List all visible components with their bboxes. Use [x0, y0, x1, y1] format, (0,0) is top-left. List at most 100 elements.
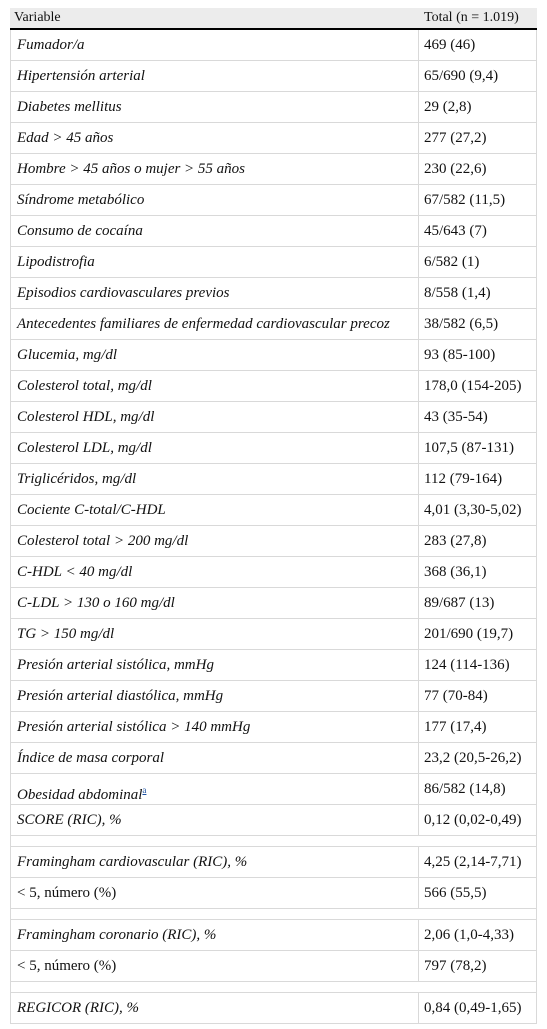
row-label-text: Cociente C-total/C-HDL: [17, 502, 166, 518]
row-value: 4,25 (2,14-7,71): [419, 847, 537, 877]
table-row: Hombre > 45 años o mujer > 55 años 230 (2…: [10, 154, 537, 185]
row-label: Obesidad abdominala: [10, 774, 419, 804]
row-label: Presión arterial diastólica, mmHg: [10, 681, 419, 711]
table-header: Variable Total (n = 1.019): [10, 8, 537, 30]
row-label: Presión arterial sistólica > 140 mmHg: [10, 712, 419, 742]
row-value: 0,84 (0,49-1,65): [419, 993, 537, 1023]
row-label: Framingham cardiovascular (RIC), %: [10, 847, 419, 877]
row-label: Consumo de cocaína: [10, 216, 419, 246]
row-label: Lipodistrofia: [10, 247, 419, 277]
table-row: < 5, número (%) 566 (55,5): [10, 878, 537, 909]
row-label-text: Framingham cardiovascular (RIC), %: [17, 854, 248, 870]
footnote-link[interactable]: a: [142, 785, 147, 795]
row-value: 2,06 (1,0-4,33): [419, 920, 537, 950]
row-label: Colesterol total, mg/dl: [10, 371, 419, 401]
row-value: 469 (46): [419, 30, 537, 60]
row-label-text: Triglicéridos, mg/dl: [17, 471, 137, 487]
row-label-text: Antecedentes familiares de enfermedad ca…: [17, 316, 390, 332]
row-label-text: Colesterol LDL, mg/dl: [17, 440, 152, 456]
row-value: 178,0 (154-205): [419, 371, 537, 401]
table-row: Presión arterial diastólica, mmHg 77 (70-…: [10, 681, 537, 712]
data-table: Variable Total (n = 1.019) Fumador/a 469 …: [10, 8, 537, 1024]
row-label: Colesterol total > 200 mg/dl: [10, 526, 419, 556]
row-value: 283 (27,8): [419, 526, 537, 556]
row-label-text: REGICOR (RIC), %: [17, 1000, 140, 1016]
table-row: Episodios cardiovasculares previos 8/558 …: [10, 278, 537, 309]
row-value: 230 (22,6): [419, 154, 537, 184]
row-label-text: < 5, número (%): [17, 958, 117, 974]
row-value: 566 (55,5): [419, 878, 537, 908]
row-label: Colesterol HDL, mg/dl: [10, 402, 419, 432]
table-row: Síndrome metabólico 67/582 (11,5): [10, 185, 537, 216]
table-row: REGICOR (RIC), % 0,84 (0,49-1,65): [10, 993, 537, 1024]
row-value: 6/582 (1): [419, 247, 537, 277]
row-value: 177 (17,4): [419, 712, 537, 742]
row-value: 89/687 (13): [419, 588, 537, 618]
row-label-text: C-HDL < 40 mg/dl: [17, 564, 133, 580]
table-row: Edad > 45 años 277 (27,2): [10, 123, 537, 154]
row-label: Diabetes mellitus: [10, 92, 419, 122]
row-value: 8/558 (1,4): [419, 278, 537, 308]
table-row: C-LDL > 130 o 160 mg/dl 89/687 (13): [10, 588, 537, 619]
row-value: 0,12 (0,02-0,49): [419, 805, 537, 835]
row-value: 368 (36,1): [419, 557, 537, 587]
table-row: Consumo de cocaína 45/643 (7): [10, 216, 537, 247]
header-variable: Variable: [14, 10, 61, 25]
header-total: Total (n = 1.019): [424, 10, 519, 25]
row-label-text: C-LDL > 130 o 160 mg/dl: [17, 595, 175, 611]
row-label: SCORE (RIC), %: [10, 805, 419, 835]
row-label-text: Obesidad abdominal: [17, 787, 143, 803]
table-body: Fumador/a 469 (46) Hipertensión arterial 65…: [10, 30, 537, 1024]
table-row: Colesterol HDL, mg/dl 43 (35-54): [10, 402, 537, 433]
row-spacer: [10, 909, 537, 920]
table-row: Cociente C-total/C-HDL 4,01 (3,30-5,02): [10, 495, 537, 526]
row-label-text: < 5, número (%): [17, 885, 117, 901]
row-label-text: Presión arterial sistólica, mmHg: [17, 657, 214, 673]
table-row: Presión arterial sistólica, mmHg 124 (114…: [10, 650, 537, 681]
row-label: Glucemia, mg/dl: [10, 340, 419, 370]
row-label: REGICOR (RIC), %: [10, 993, 419, 1023]
table-row: Glucemia, mg/dl 93 (85-100): [10, 340, 537, 371]
row-label-text: Consumo de cocaína: [17, 223, 143, 239]
row-label: Triglicéridos, mg/dl: [10, 464, 419, 494]
table-row: SCORE (RIC), % 0,12 (0,02-0,49): [10, 805, 537, 836]
row-label: C-LDL > 130 o 160 mg/dl: [10, 588, 419, 618]
row-value: 23,2 (20,5-26,2): [419, 743, 537, 773]
row-label: < 5, número (%): [10, 878, 419, 908]
row-label-text: Colesterol HDL, mg/dl: [17, 409, 155, 425]
row-label-text: SCORE (RIC), %: [17, 812, 122, 828]
row-spacer: [10, 836, 537, 847]
row-value: 107,5 (87-131): [419, 433, 537, 463]
row-label: Hipertensión arterial: [10, 61, 419, 91]
row-value: 201/690 (19,7): [419, 619, 537, 649]
row-spacer: [10, 982, 537, 993]
table-row: Fumador/a 469 (46): [10, 30, 537, 61]
row-label-text: Episodios cardiovasculares previos: [17, 285, 230, 301]
row-label-text: Hipertensión arterial: [17, 68, 145, 84]
row-label-text: Síndrome metabólico: [17, 192, 145, 208]
row-label-text: Presión arterial sistólica > 140 mmHg: [17, 719, 251, 735]
table-row: Framingham coronario (RIC), % 2,06 (1,0-4…: [10, 920, 537, 951]
row-label: Presión arterial sistólica, mmHg: [10, 650, 419, 680]
row-label-text: Diabetes mellitus: [17, 99, 122, 115]
row-label: Síndrome metabólico: [10, 185, 419, 215]
row-label: Edad > 45 años: [10, 123, 419, 153]
row-label-text: Lipodistrofia: [17, 254, 95, 270]
row-label-text: TG > 150 mg/dl: [17, 626, 115, 642]
table-row: Presión arterial sistólica > 140 mmHg 177…: [10, 712, 537, 743]
table-row: Colesterol total, mg/dl 178,0 (154-205): [10, 371, 537, 402]
row-value: 277 (27,2): [419, 123, 537, 153]
row-label-text: Framingham coronario (RIC), %: [17, 927, 217, 943]
row-value: 124 (114-136): [419, 650, 537, 680]
row-label-text: Colesterol total > 200 mg/dl: [17, 533, 189, 549]
row-label: Fumador/a: [10, 30, 419, 60]
table-row: Triglicéridos, mg/dl 112 (79-164): [10, 464, 537, 495]
row-value: 86/582 (14,8): [419, 774, 537, 804]
row-label-text: Fumador/a: [17, 37, 85, 53]
row-label-text: Glucemia, mg/dl: [17, 347, 117, 363]
row-label: Cociente C-total/C-HDL: [10, 495, 419, 525]
row-value: 93 (85-100): [419, 340, 537, 370]
table-row: C-HDL < 40 mg/dl 368 (36,1): [10, 557, 537, 588]
table-row: Índice de masa corporal 23,2 (20,5-26,2): [10, 743, 537, 774]
row-label-text: Índice de masa corporal: [17, 750, 165, 766]
